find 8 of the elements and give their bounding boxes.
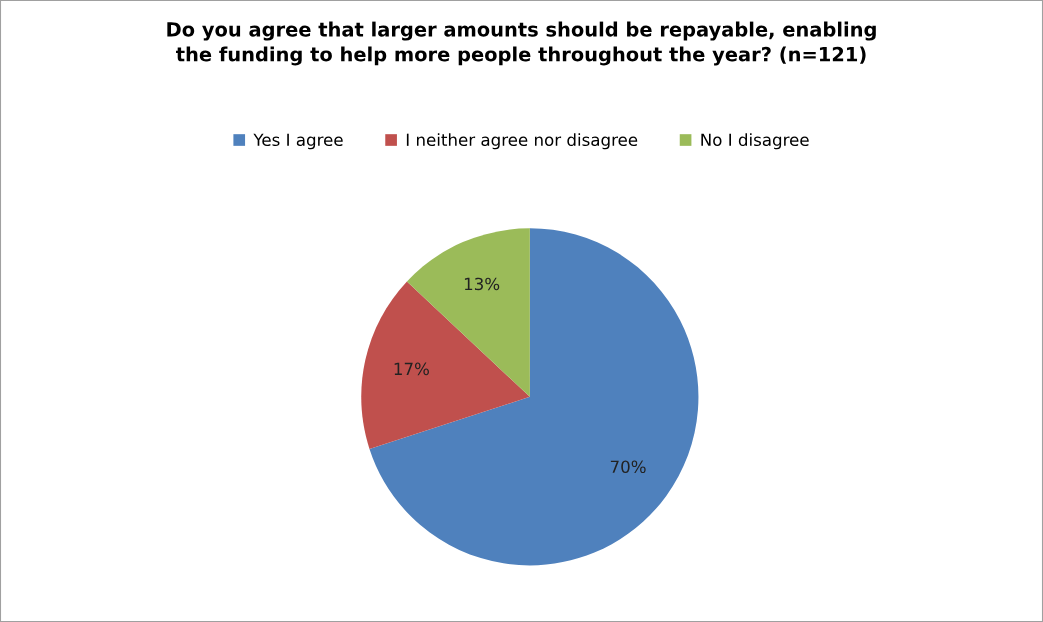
legend-label: Yes I agree: [253, 133, 343, 150]
legend-label: I neither agree nor disagree: [406, 133, 638, 150]
data-label: 70%: [610, 460, 646, 474]
pie-slice: [369, 228, 699, 566]
legend-label: No I disagree: [701, 133, 809, 150]
data-label: 13%: [464, 277, 500, 291]
data-label: 17%: [394, 362, 429, 376]
chart-title: Do you agree that larger amounts should be repayable, enabling the funding to help more people throughout the year? (n=121): [167, 21, 876, 66]
